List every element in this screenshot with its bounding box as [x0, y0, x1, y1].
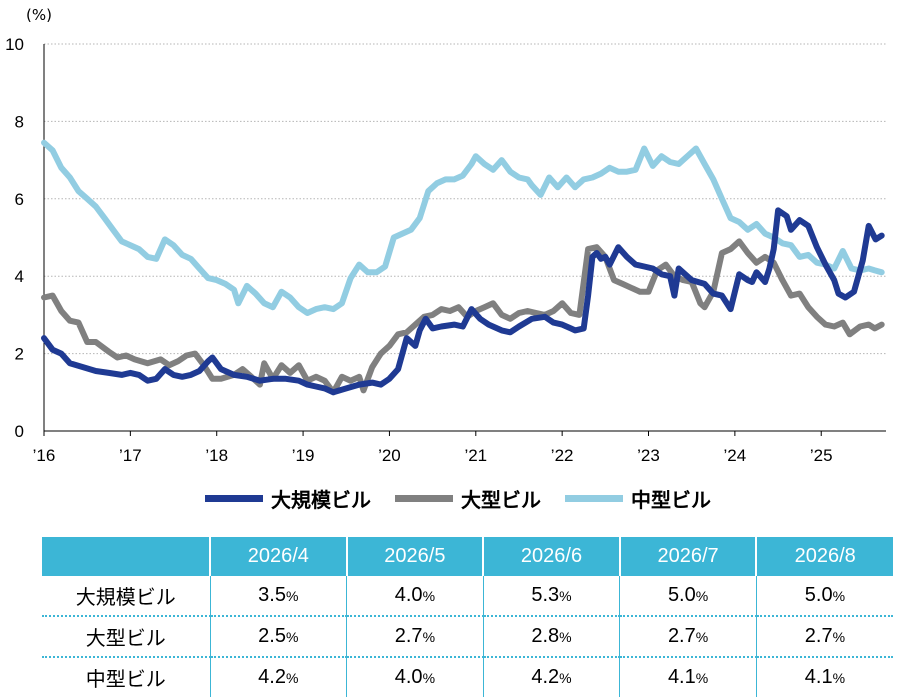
x-tick-labels: ’16 ’17 ’18 ’19 ’20 ’21 ’22 ’23 ’24 ’25	[33, 446, 833, 465]
table-cell: 2.7%	[619, 616, 757, 658]
legend-item-large: 大型ビル	[395, 484, 541, 513]
table-cell-value: 5.3	[531, 584, 560, 606]
table-cell: 2.7%	[755, 616, 893, 658]
table-header-cell: 2026/5	[345, 537, 484, 576]
x-tick-label: ’21	[464, 446, 487, 465]
table-cell: 3.5%	[209, 576, 347, 617]
table-cell-unit: %	[695, 588, 709, 604]
table-cell: 2.5%	[209, 616, 347, 658]
table-header-corner	[42, 537, 210, 576]
table-cell-value: 4.0	[394, 666, 423, 688]
legend: 大規模ビル 大型ビル 中型ビル	[205, 484, 735, 513]
legend-label: 中型ビル	[631, 488, 711, 512]
table-row: 大型ビル 2.5% 2.7% 2.8% 2.7% 2.7%	[42, 616, 893, 658]
y-tick-label: 6	[15, 190, 24, 209]
y-tick-label: 8	[15, 112, 24, 131]
table-cell: 4.1%	[755, 657, 893, 697]
legend-item-large-scale: 大規模ビル	[205, 484, 371, 513]
legend-swatch-large-scale	[205, 495, 263, 502]
table-cell-value: 4.0	[394, 584, 423, 606]
table-row-label: 中型ビル	[85, 667, 166, 691]
table-cell-unit: %	[832, 588, 846, 604]
y-tick-label: 2	[15, 345, 24, 364]
table-cell-unit: %	[422, 588, 436, 604]
table-cell: 5.3%	[482, 576, 620, 617]
table-cell-unit: %	[695, 629, 709, 645]
table-cell-value: 2.7	[804, 625, 833, 647]
table-header-cell: 2026/6	[482, 537, 620, 576]
table-cell-value: 4.1	[667, 666, 696, 688]
x-tick-label: ’24	[724, 446, 747, 465]
legend-label: 大型ビル	[461, 488, 541, 512]
x-tick-label: ’18	[205, 446, 228, 465]
table-cell: 4.0%	[346, 576, 484, 617]
x-tick-label: ’16	[33, 446, 56, 465]
table-cell-value: 5.0	[804, 584, 833, 606]
x-tick-label: ’20	[378, 446, 401, 465]
table-cell-unit: %	[832, 629, 846, 645]
x-tick-label: ’19	[292, 446, 315, 465]
table-cell: 4.0%	[346, 657, 484, 697]
x-tick-label: ’23	[637, 446, 660, 465]
y-tick-label: 0	[15, 422, 24, 441]
table-cell: 4.1%	[619, 657, 757, 697]
legend-item-medium: 中型ビル	[565, 484, 711, 513]
table-row-label: 大型ビル	[42, 616, 210, 658]
summary-table: 2026/4 2026/5 2026/6 2026/7 2026/8 大規模ビル…	[42, 537, 893, 697]
table-cell-value: 4.2	[258, 666, 286, 688]
table-cell-unit: %	[559, 629, 572, 645]
x-tick-label: ’17	[119, 446, 142, 465]
table-cell: 2.7%	[346, 616, 484, 658]
table-cell-value: 2.5	[258, 625, 286, 647]
table-cell-value: 2.8	[531, 625, 560, 647]
table-cell-value: 4.2	[531, 666, 560, 688]
table-header-cell: 2026/7	[618, 537, 757, 576]
table-row-label: 大規模ビル	[42, 576, 210, 617]
table-row: 中型ビル 4.2% 4.0% 4.2% 4.1% 4.1%	[42, 657, 893, 697]
table-header-row: 2026/4 2026/5 2026/6 2026/7 2026/8	[42, 537, 893, 576]
table-cell: 4.2%	[209, 657, 347, 697]
table-cell-value: 4.1	[804, 666, 833, 688]
table-cell-unit: %	[422, 670, 436, 686]
grid-lines	[44, 43, 886, 355]
series-lines	[41, 139, 885, 396]
table-cell-value: 5.0	[667, 584, 696, 606]
table-cell-unit: %	[559, 588, 572, 604]
table-header-cell: 2026/8	[755, 537, 893, 576]
table-cell-unit: %	[695, 670, 709, 686]
table-cell-unit: %	[285, 629, 299, 645]
table-cell: 5.0%	[619, 576, 757, 617]
table-cell: 5.0%	[755, 576, 893, 617]
table-cell-value: 3.5	[258, 584, 286, 606]
table-cell-value: 2.7	[667, 625, 696, 647]
table-cell: 2.8%	[482, 616, 620, 658]
y-tick-label: 10	[5, 35, 24, 54]
table-cell-unit: %	[285, 588, 299, 604]
x-tick-label: ’25	[810, 446, 833, 465]
series-line-0	[41, 207, 885, 396]
table-cell: 4.2%	[482, 657, 620, 697]
series-line-2	[41, 139, 885, 316]
axes	[43, 44, 886, 436]
legend-swatch-large	[395, 495, 453, 502]
table-cell-value: 2.7	[394, 625, 423, 647]
table-row: 大規模ビル 3.5% 4.0% 5.3% 5.0% 5.0%	[42, 576, 893, 617]
y-tick-labels: 0 2 4 6 8 10	[5, 35, 24, 441]
table-cell-unit: %	[559, 670, 572, 686]
table-cell-unit: %	[285, 670, 299, 686]
legend-label: 大規模ビル	[271, 488, 371, 512]
legend-swatch-medium	[565, 495, 623, 502]
table-cell-unit: %	[832, 670, 846, 686]
y-unit-label: (%)	[26, 6, 52, 24]
table-cell-unit: %	[422, 629, 436, 645]
y-tick-label: 4	[15, 267, 24, 286]
table-header-cell: 2026/4	[209, 537, 347, 576]
x-tick-label: ’22	[551, 446, 574, 465]
